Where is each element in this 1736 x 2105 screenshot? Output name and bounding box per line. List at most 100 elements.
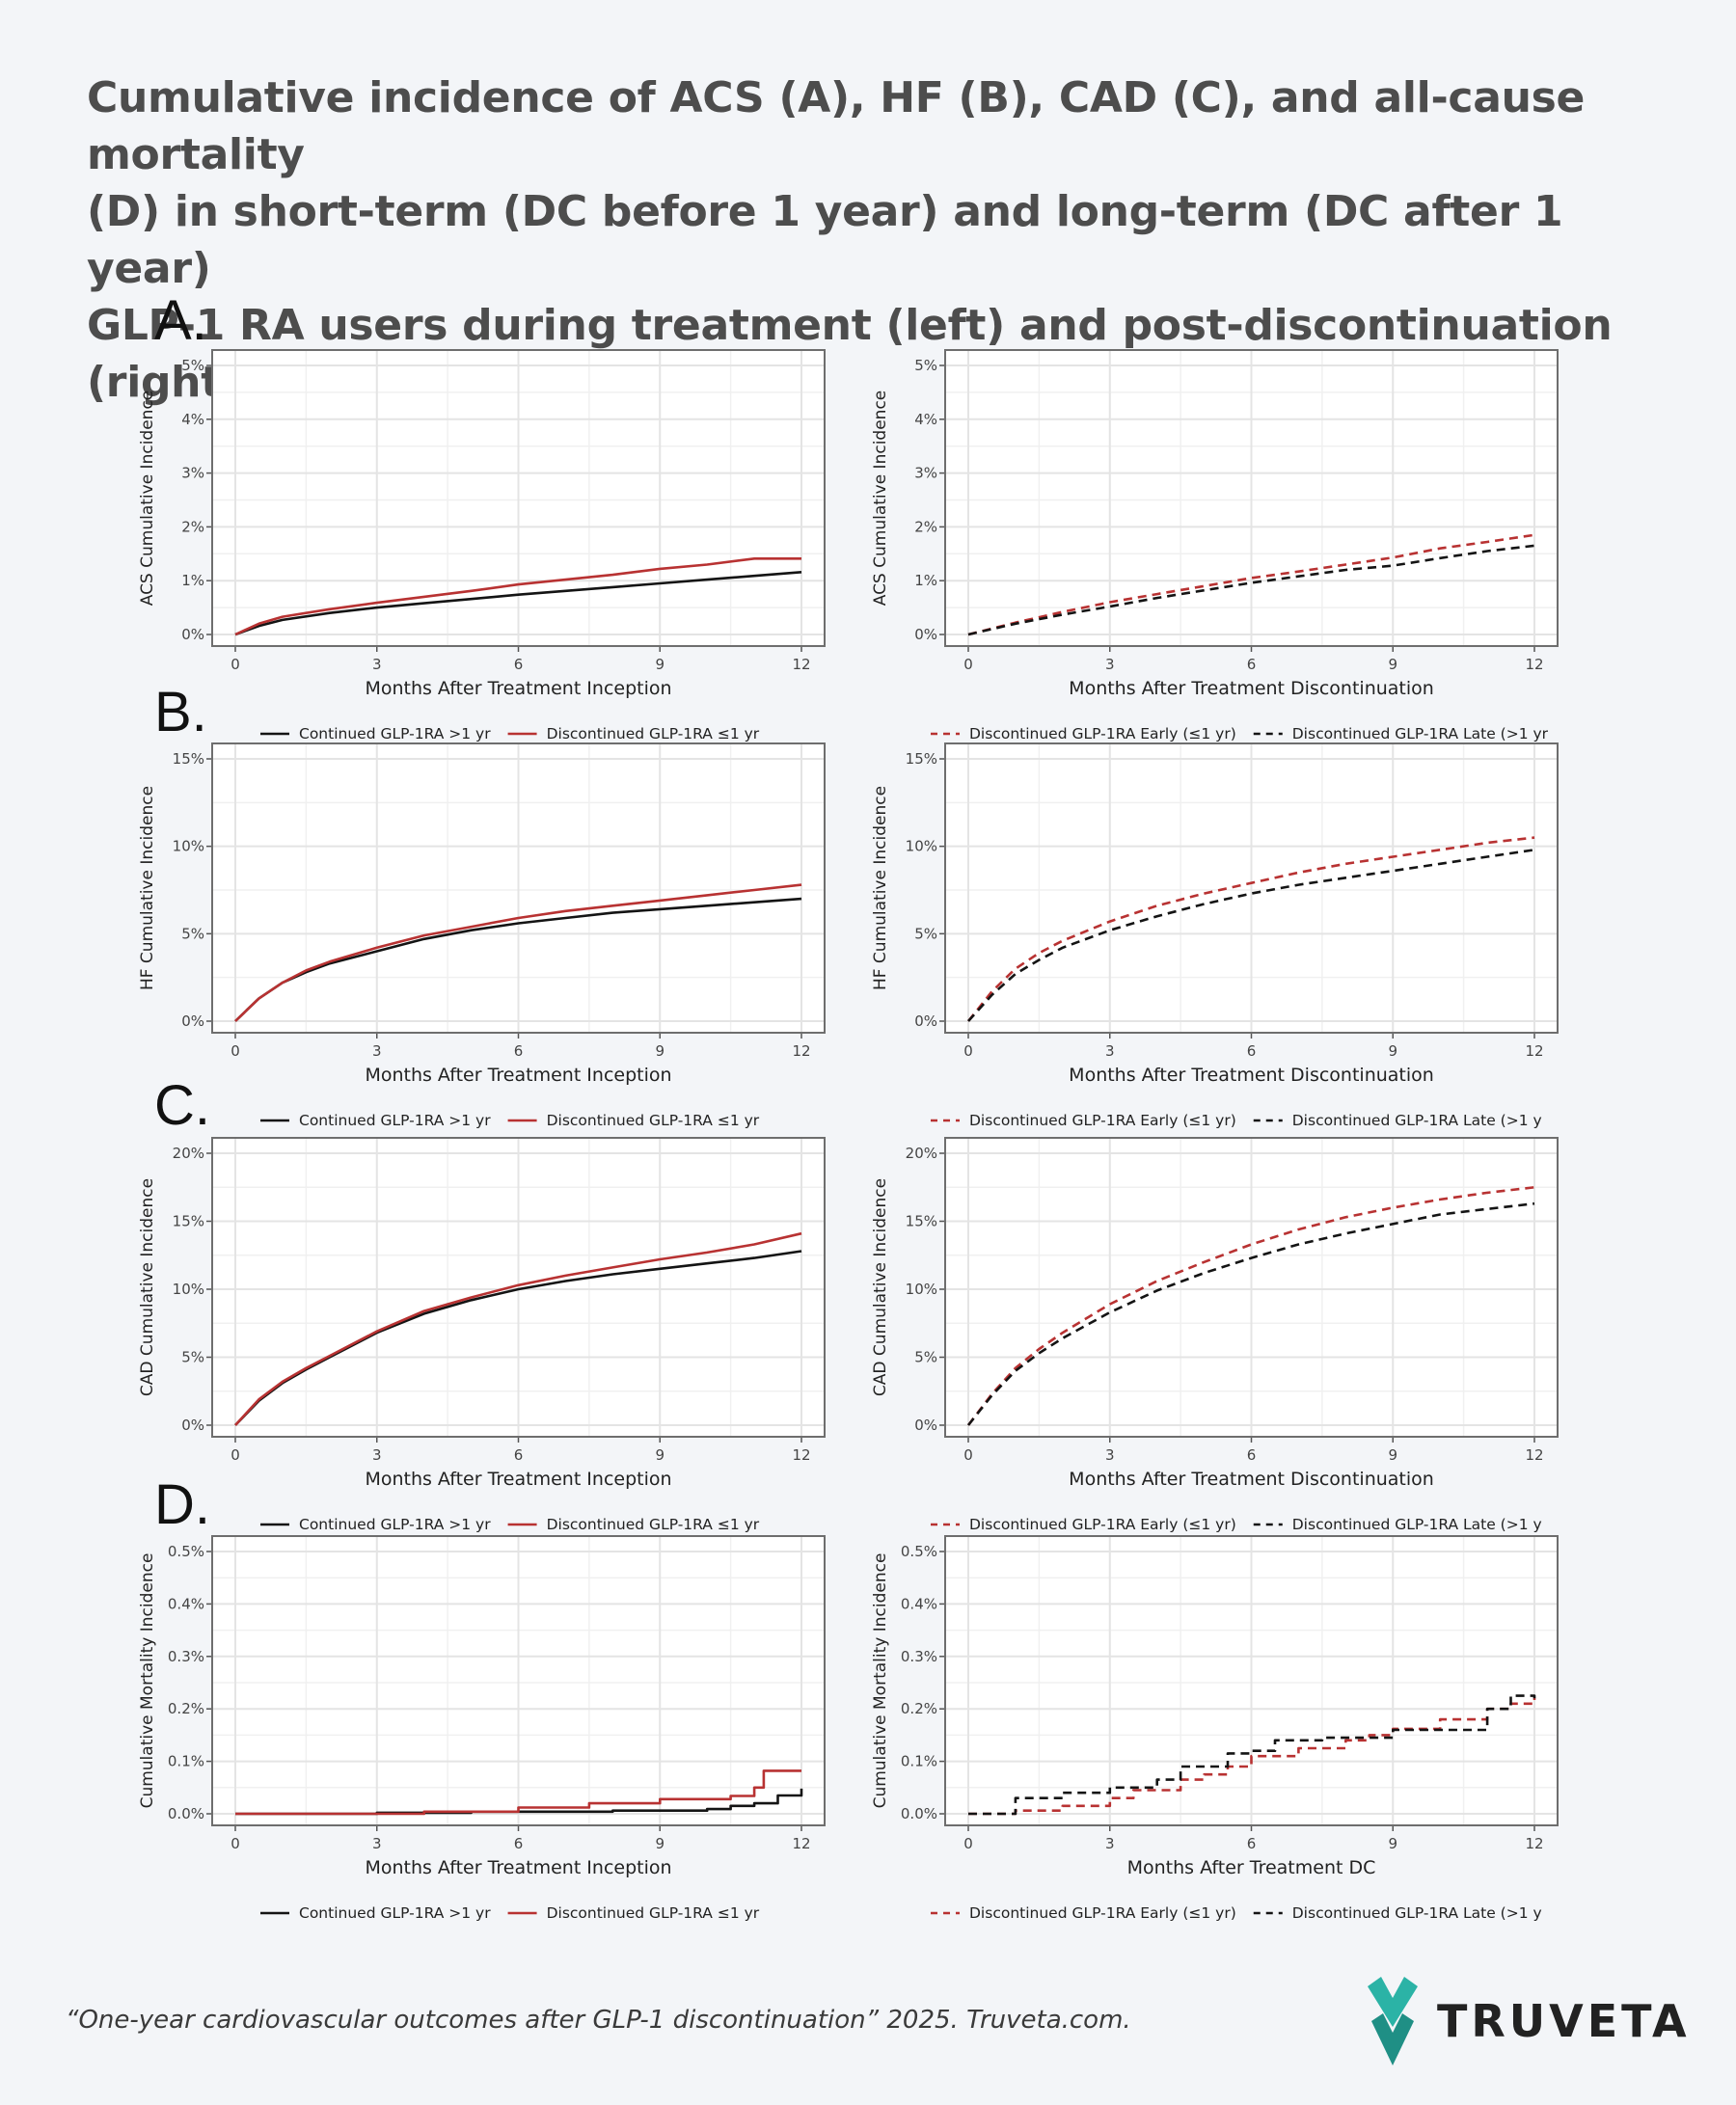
series-line-2 xyxy=(235,1769,801,1816)
x-tick-label: 3 xyxy=(372,1835,382,1852)
x-tick-label: 9 xyxy=(655,1446,665,1464)
legend-label-2: Discontinued GLP-1RA ≤1 yr xyxy=(547,725,760,742)
series-line-1 xyxy=(968,1697,1536,1816)
y-tick-label: 15% xyxy=(906,750,937,768)
x-tick-label: 3 xyxy=(1105,1042,1115,1060)
legend-label-2: Discontinued GLP-1RA ≤1 yr xyxy=(547,1904,760,1922)
x-tick-label: 6 xyxy=(1247,1835,1257,1852)
chart-panel-3-right: 0 3 6 9 12 0% 5% 10% 15% 20% Months After Treatmen… xyxy=(871,1137,1559,1533)
x-tick-label: 6 xyxy=(1247,1042,1257,1060)
series-line-1 xyxy=(967,533,1535,636)
y-tick-label: 5% xyxy=(181,357,204,374)
y-tick-label: 0% xyxy=(914,1012,937,1030)
legend-label-2: Discontinued GLP-1RA Late (>1 y xyxy=(1292,1516,1542,1533)
x-tick-label: 9 xyxy=(655,1042,665,1060)
plot-border xyxy=(944,1137,1559,1438)
panel-letter: D. xyxy=(154,1473,210,1536)
y-axis-label: Cumulative Mortality Incidence xyxy=(871,1553,890,1809)
y-tick-label: 10% xyxy=(173,1281,204,1298)
x-axis-label: Months After Treatment DC xyxy=(1127,1857,1376,1878)
x-tick-label: 12 xyxy=(1525,1042,1543,1060)
x-tick-label: 0 xyxy=(963,656,973,673)
y-tick-label: 20% xyxy=(173,1145,204,1162)
x-tick-label: 3 xyxy=(1105,1835,1115,1852)
y-axis-label: ACS Cumulative Incidence xyxy=(871,391,890,607)
y-axis-label: CAD Cumulative Incidence xyxy=(871,1178,890,1396)
y-tick-label: 3% xyxy=(914,465,937,482)
legend-label-2: Discontinued GLP-1RA ≤1 yr xyxy=(547,1516,760,1533)
series-line-2 xyxy=(968,1694,1536,1816)
x-tick-label: 12 xyxy=(1525,656,1543,673)
y-tick-label: 0% xyxy=(181,626,204,643)
y-tick-label: 3% xyxy=(181,465,204,482)
series-line-2 xyxy=(234,557,801,636)
legend-label-2: Discontinued GLP-1RA ≤1 yr xyxy=(547,1112,760,1129)
legend-label-1: Discontinued GLP-1RA Early (≤1 yr) xyxy=(969,1516,1236,1533)
x-tick-label: 9 xyxy=(1388,1835,1397,1852)
panel-letter: A. xyxy=(154,289,207,352)
x-tick-label: 3 xyxy=(1105,1446,1115,1464)
x-tick-label: 9 xyxy=(1388,656,1397,673)
y-tick-label: 20% xyxy=(906,1145,937,1162)
y-tick-label: 1% xyxy=(181,572,204,589)
x-tick-label: 0 xyxy=(963,1835,973,1852)
x-axis-label: Months After Treatment Inception xyxy=(365,1065,671,1086)
y-tick-label: 5% xyxy=(914,925,937,942)
chart-panel-3-left: C. 0 3 6 9 12 0% 5% 10% 15% 20% Months After Treatm… xyxy=(138,1074,826,1533)
plot-border xyxy=(944,1535,1559,1826)
y-tick-label: 10% xyxy=(906,1281,937,1298)
x-tick-label: 6 xyxy=(514,656,524,673)
y-axis-label: CAD Cumulative Incidence xyxy=(138,1178,157,1396)
x-tick-label: 0 xyxy=(963,1446,973,1464)
plot-border xyxy=(211,349,826,647)
y-tick-label: 0.3% xyxy=(901,1648,937,1665)
y-tick-label: 10% xyxy=(906,838,937,855)
plot-border xyxy=(211,1535,826,1826)
x-tick-label: 6 xyxy=(514,1042,524,1060)
x-tick-label: 0 xyxy=(231,656,240,673)
legend-label-2: Discontinued GLP-1RA Late (>1 yr xyxy=(1292,725,1549,742)
truveta-logo-icon xyxy=(1368,1977,1418,2065)
panel-letter: C. xyxy=(154,1074,210,1137)
chart-panel-1-right: 0 3 6 9 12 0% 1% 2% 3% 4% 5% Months After Treatment… xyxy=(871,349,1559,742)
x-tick-label: 12 xyxy=(1525,1835,1543,1852)
y-tick-label: 0% xyxy=(914,1417,937,1434)
y-tick-label: 0% xyxy=(914,626,937,643)
x-tick-label: 3 xyxy=(372,1042,382,1060)
y-tick-label: 0.0% xyxy=(168,1805,204,1822)
legend-label-1: Continued GLP-1RA >1 yr xyxy=(299,725,491,742)
y-axis-label: Cumulative Mortality Incidence xyxy=(138,1553,157,1809)
x-tick-label: 0 xyxy=(231,1042,240,1060)
y-tick-label: 0% xyxy=(181,1417,204,1434)
series-line-2 xyxy=(234,1231,802,1426)
x-tick-label: 12 xyxy=(792,1042,810,1060)
legend-label-1: Discontinued GLP-1RA Early (≤1 yr) xyxy=(969,725,1236,742)
series-line-1 xyxy=(966,1186,1535,1426)
plot-border xyxy=(211,1137,826,1438)
x-tick-label: 9 xyxy=(1388,1042,1397,1060)
y-tick-label: 0.2% xyxy=(168,1700,204,1717)
chart-panel-4-right: 0 3 6 9 12 0.0% 0.1% 0.2% 0.3% 0.4% 0.5% Months Aft… xyxy=(871,1535,1559,1922)
legend-label-1: Discontinued GLP-1RA Early (≤1 yr) xyxy=(969,1904,1236,1922)
chart-panel-2-left: B. 0 3 6 9 12 0% 5% 10% 15% Months After Treatment… xyxy=(138,681,826,1129)
series-line-2 xyxy=(966,1201,1535,1426)
x-axis-label: Months After Treatment Inception xyxy=(365,1469,671,1490)
citation: “One-year cardiovascular outcomes after … xyxy=(66,2006,1131,2035)
y-tick-label: 0% xyxy=(181,1012,204,1030)
title-line-1: Cumulative incidence of ACS (A), HF (B),… xyxy=(87,73,1586,179)
page-title: Cumulative incidence of ACS (A), HF (B),… xyxy=(87,69,1668,411)
y-tick-label: 0.3% xyxy=(168,1648,204,1665)
y-tick-label: 0.1% xyxy=(901,1753,937,1770)
x-tick-label: 9 xyxy=(655,656,665,673)
chart-panel-2-right: 0 3 6 9 12 0% 5% 10% 15% Months After Treatment D… xyxy=(871,742,1559,1129)
x-tick-label: 12 xyxy=(792,1835,810,1852)
y-tick-label: 0.4% xyxy=(901,1595,937,1612)
legend-label-2: Discontinued GLP-1RA Late (>1 y xyxy=(1292,1904,1542,1922)
plot-border xyxy=(211,742,826,1034)
y-tick-label: 5% xyxy=(181,1349,204,1366)
y-tick-label: 0.1% xyxy=(168,1753,204,1770)
logo-wordmark: TRUVETA xyxy=(1437,1995,1691,2047)
y-tick-label: 0.5% xyxy=(901,1543,937,1560)
y-axis-label: ACS Cumulative Incidence xyxy=(138,391,157,607)
